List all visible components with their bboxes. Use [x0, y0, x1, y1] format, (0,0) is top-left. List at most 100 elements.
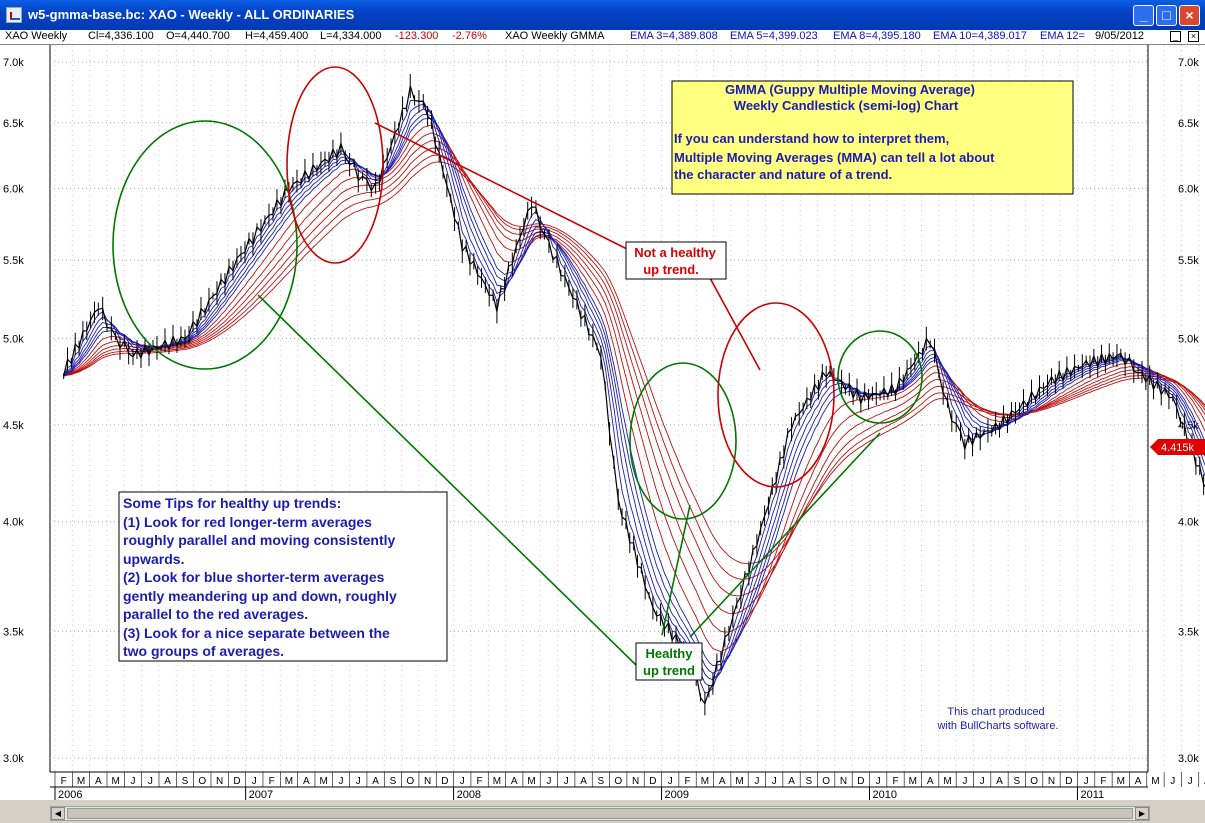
x-month-label: J — [772, 776, 777, 787]
y-tick-label-left: 4.5k — [3, 420, 24, 432]
info-high: H=4,459.400 — [245, 30, 309, 42]
x-month-label: A — [164, 776, 171, 787]
x-month-label: J — [876, 776, 881, 787]
green-ellipse-2006 — [112, 120, 298, 370]
info-ema3: EMA 3=4,389.808 — [630, 30, 718, 42]
x-month-label: D — [1065, 776, 1072, 787]
maximize-button[interactable]: □ — [1156, 5, 1177, 26]
horizontal-scrollbar[interactable]: ◀ ▶ — [50, 806, 1150, 821]
tips-line3: roughly parallel and moving consistently — [123, 532, 395, 548]
x-year-label: 2007 — [249, 789, 273, 800]
info-box-body3: the character and nature of a trend. — [674, 167, 892, 182]
x-month-label: O — [822, 776, 830, 787]
x-month-label: F — [269, 776, 275, 787]
x-month-label: A — [580, 776, 587, 787]
scrollbar-thumb[interactable] — [67, 808, 1133, 819]
x-month-label: A — [303, 776, 310, 787]
x-month-label: N — [632, 776, 639, 787]
x-year-label: 2010 — [873, 789, 897, 800]
x-month-label: S — [390, 776, 397, 787]
healthy-label: Healthy up trend — [635, 642, 703, 681]
healthy-line1: Healthy — [646, 646, 694, 661]
credit-line2: with BullCharts software. — [936, 720, 1058, 732]
green-ellipse-2010b — [837, 330, 923, 424]
y-tick-label-right: 6.0k — [1178, 184, 1199, 196]
y-tick-label-left: 5.0k — [3, 333, 24, 345]
x-year-label: 2006 — [58, 789, 82, 800]
x-month-label: M — [1117, 776, 1125, 787]
green-ellipse-2009 — [629, 362, 737, 520]
chart-close-button[interactable]: × — [1188, 31, 1199, 42]
x-month-label: M — [527, 776, 535, 787]
x-month-label: M — [319, 776, 327, 787]
x-month-label: O — [1030, 776, 1038, 787]
x-month-label: J — [460, 776, 465, 787]
tips-line6: gently meandering up and down, roughly — [123, 588, 397, 604]
x-month-label: M — [909, 776, 917, 787]
y-tick-label-right: 3.5k — [1178, 626, 1199, 638]
y-tick-label-left: 6.5k — [3, 118, 24, 130]
tips-line9: two groups of averages. — [123, 643, 284, 659]
y-tick-label-left: 5.5k — [3, 255, 24, 267]
not-healthy-line1: Not a healthy — [634, 245, 716, 260]
chart-minimize-button[interactable]: _ — [1170, 31, 1181, 42]
x-month-label: A — [996, 776, 1003, 787]
close-button[interactable]: × — [1179, 5, 1200, 26]
x-month-label: J — [962, 776, 967, 787]
y-tick-label-right: 5.0k — [1178, 333, 1199, 345]
x-month-label: S — [1013, 776, 1020, 787]
info-low: L=4,334.000 — [320, 30, 382, 42]
x-month-label: F — [61, 776, 67, 787]
scroll-right-button[interactable]: ▶ — [1135, 807, 1149, 820]
x-month-label: M — [111, 776, 119, 787]
minimize-button[interactable]: _ — [1133, 5, 1154, 26]
scroll-left-button[interactable]: ◀ — [51, 807, 65, 820]
x-month-label: M — [735, 776, 743, 787]
info-change: -123.300 — [395, 30, 439, 42]
x-month-label: N — [216, 776, 223, 787]
info-box-body2: Multiple Moving Averages (MMA) can tell … — [674, 150, 995, 165]
x-year-label: 2008 — [457, 789, 481, 800]
x-month-label: F — [477, 776, 483, 787]
pointer-red-2 — [709, 277, 761, 371]
pointer-green-2 — [661, 504, 691, 636]
chart-infobar: XAO Weekly Cl=4,336.100 O=4,440.700 H=4,… — [0, 30, 1205, 45]
info-ema8: EMA 8=4,395.180 — [833, 30, 921, 42]
not-healthy-label: Not a healthy up trend. — [625, 241, 727, 280]
x-year-label: 2011 — [1080, 789, 1104, 800]
pointer-green-1 — [257, 294, 637, 666]
x-month-label: A — [1135, 776, 1142, 787]
info-box-title1: GMMA (Guppy Multiple Moving Average) — [725, 82, 975, 97]
y-tick-label-left: 3.5k — [3, 626, 24, 638]
info-close: Cl=4,336.100 — [88, 30, 154, 42]
x-month-label: M — [77, 776, 85, 787]
info-box: GMMA (Guppy Multiple Moving Average) Wee… — [671, 80, 1074, 195]
tips-line8: (3) Look for a nice separate between the — [123, 625, 390, 641]
long-term-ema-line — [63, 124, 1205, 652]
tips-line5: (2) Look for blue shorter-term averages — [123, 569, 385, 585]
x-month-label: S — [598, 776, 605, 787]
info-open: O=4,440.700 — [166, 30, 230, 42]
x-month-label: J — [564, 776, 569, 787]
y-tick-label-left: 4.0k — [3, 517, 24, 529]
info-indicator: XAO Weekly GMMA — [505, 30, 605, 42]
y-tick-label-right: 7.0k — [1178, 57, 1199, 69]
info-ema12: EMA 12= — [1040, 30, 1085, 42]
last-price-tag: 4.415k — [1150, 439, 1205, 455]
pointer-red-1 — [374, 122, 628, 250]
short-term-ema-line — [63, 108, 1205, 681]
window-titlebar: w5-gmma-base.bc: XAO - Weekly - ALL ORDI… — [0, 0, 1205, 30]
x-month-label: J — [338, 776, 343, 787]
tips-box: Some Tips for healthy up trends: (1) Loo… — [118, 491, 448, 662]
tips-line7: parallel to the red averages. — [123, 606, 308, 622]
pointer-green-3 — [689, 432, 881, 638]
info-date: 9/05/2012 — [1095, 30, 1144, 42]
x-month-label: A — [927, 776, 934, 787]
price-line — [63, 85, 1205, 706]
x-month-label: D — [233, 776, 240, 787]
x-month-label: A — [372, 776, 379, 787]
x-month-label: O — [614, 776, 622, 787]
last-price-tag-text: 4.415k — [1161, 442, 1195, 454]
x-month-label: D — [441, 776, 448, 787]
y-tick-label-right: 4.0k — [1178, 517, 1199, 529]
